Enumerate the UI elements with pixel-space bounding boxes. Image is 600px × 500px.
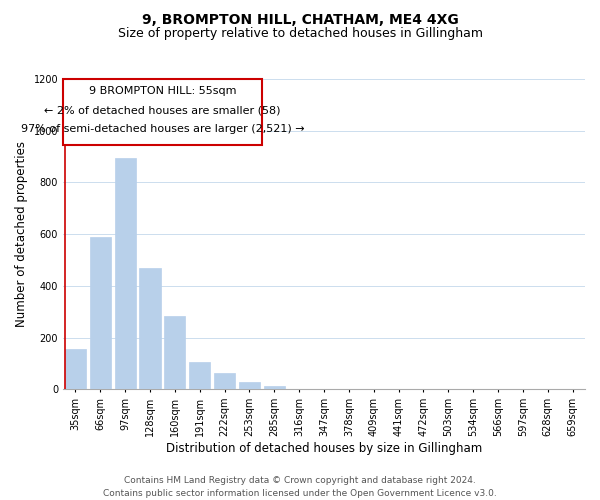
Bar bbox=[115, 158, 136, 390]
X-axis label: Distribution of detached houses by size in Gillingham: Distribution of detached houses by size … bbox=[166, 442, 482, 455]
Text: Contains HM Land Registry data © Crown copyright and database right 2024.
Contai: Contains HM Land Registry data © Crown c… bbox=[103, 476, 497, 498]
Bar bbox=[164, 316, 185, 390]
Bar bbox=[139, 268, 161, 390]
Text: 9, BROMPTON HILL, CHATHAM, ME4 4XG: 9, BROMPTON HILL, CHATHAM, ME4 4XG bbox=[142, 12, 458, 26]
Bar bbox=[239, 382, 260, 390]
Y-axis label: Number of detached properties: Number of detached properties bbox=[15, 141, 28, 327]
Text: Size of property relative to detached houses in Gillingham: Size of property relative to detached ho… bbox=[118, 28, 482, 40]
Bar bbox=[65, 349, 86, 390]
Text: 97% of semi-detached houses are larger (2,521) →: 97% of semi-detached houses are larger (… bbox=[20, 124, 304, 134]
Bar bbox=[189, 362, 211, 390]
Text: ← 2% of detached houses are smaller (58): ← 2% of detached houses are smaller (58) bbox=[44, 105, 281, 115]
Bar bbox=[264, 386, 285, 390]
FancyBboxPatch shape bbox=[63, 79, 262, 145]
Text: 9 BROMPTON HILL: 55sqm: 9 BROMPTON HILL: 55sqm bbox=[89, 86, 236, 96]
Bar bbox=[90, 236, 111, 390]
Bar bbox=[214, 374, 235, 390]
